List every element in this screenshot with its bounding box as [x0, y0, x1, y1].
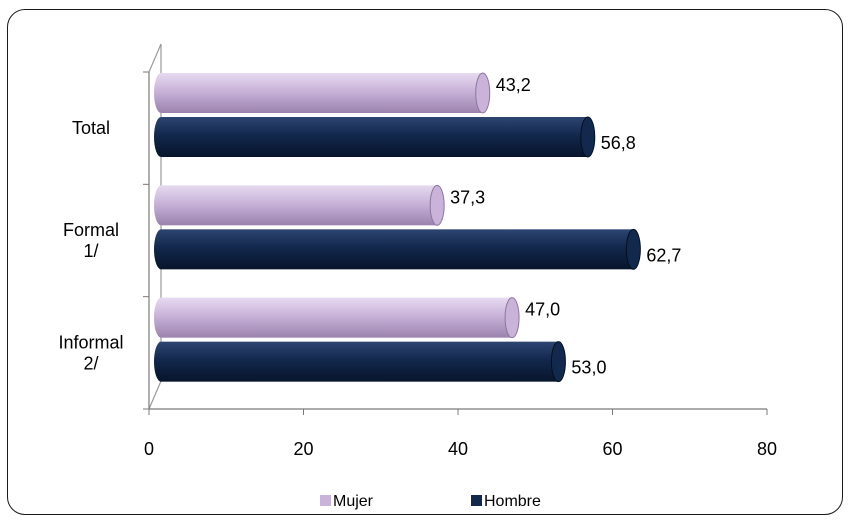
value-tick-label: 80 [757, 439, 777, 459]
data-label: 37,3 [450, 187, 485, 207]
category-label: Formal 1/ [63, 220, 119, 261]
hombre-legend-swatch [471, 495, 482, 506]
value-tick-label: 0 [144, 439, 154, 459]
bars [154, 72, 641, 383]
category-label: Informal 2/ [58, 332, 123, 373]
data-label: 43,2 [496, 75, 531, 95]
data-label: 56,8 [601, 133, 636, 153]
value-tick-label: 60 [602, 439, 622, 459]
mujer-legend-swatch [320, 495, 331, 506]
hombre-bar-1 [154, 228, 641, 270]
mujer-bar-1 [154, 184, 445, 226]
value-tick-label: 40 [448, 439, 468, 459]
data-label: 62,7 [646, 245, 681, 265]
hombre-bar-2 [154, 341, 566, 383]
legend: Mujer Hombre [320, 493, 541, 510]
chart-frame [7, 9, 843, 515]
labels: 43,2 56,8 37,3 62,7 47,0 53,0 [450, 75, 681, 378]
wall-depth-top [148, 43, 162, 73]
data-label: 53,0 [571, 358, 606, 378]
mujer-legend-label: Mujer [333, 493, 374, 510]
wall-depth-bottom [148, 380, 162, 410]
data-label: 47,0 [525, 300, 560, 320]
value-tick-label: 20 [293, 439, 313, 459]
mujer-bar-2 [154, 297, 520, 339]
category-label: Total [72, 118, 110, 138]
axes: Total Formal 1/Informal 2/0 20 40 60 80 [58, 43, 777, 459]
mujer-bar-0 [154, 72, 491, 114]
hombre-bar-0 [154, 116, 596, 158]
hombre-legend-label: Hombre [484, 493, 541, 510]
